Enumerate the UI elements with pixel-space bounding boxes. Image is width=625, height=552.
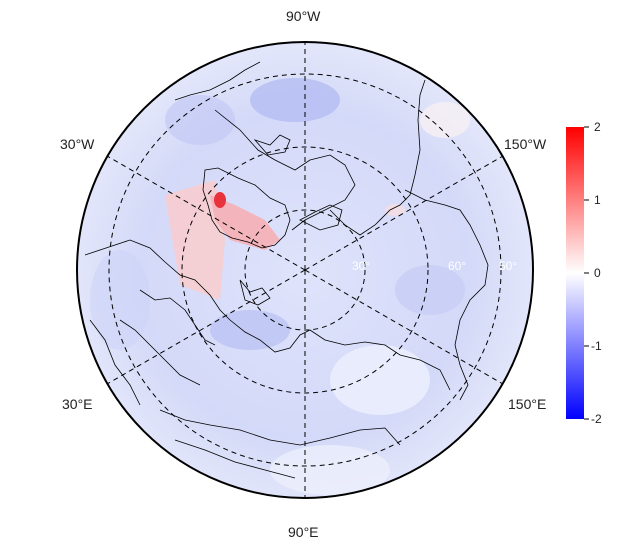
lon-label-30e: 30°E xyxy=(62,396,93,412)
lon-label-30w: 30°W xyxy=(60,136,95,152)
map-boundary xyxy=(76,41,534,499)
lon-label-150w: 150°W xyxy=(504,136,547,152)
colorbar-tick-neg1: -1 xyxy=(591,339,602,353)
lon-label-90e: 90°E xyxy=(288,524,319,540)
lat-label-outer: 50° xyxy=(499,259,518,273)
colorbar-tick-1: 1 xyxy=(594,193,601,207)
colorbar-tick-0: 0 xyxy=(594,266,601,280)
lon-label-150e: 150°E xyxy=(508,396,547,412)
colorbar-tick-neg2: -2 xyxy=(591,412,602,426)
colorbar xyxy=(566,127,584,419)
colorbar-ticks xyxy=(584,126,589,420)
lat-label-inner: 30° xyxy=(352,259,371,273)
colorbar-tick-2: 2 xyxy=(594,120,601,134)
coastlines xyxy=(84,61,489,479)
lat-label-middle: 60° xyxy=(448,259,467,273)
graticule xyxy=(106,42,504,498)
lon-label-90w: 90°W xyxy=(286,8,321,24)
